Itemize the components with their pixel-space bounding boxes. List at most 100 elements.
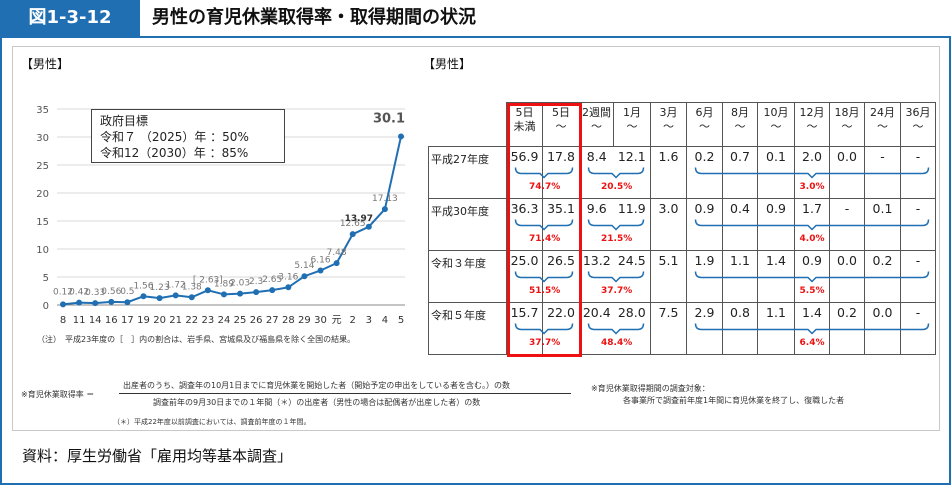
y-tick-label: 0	[43, 301, 49, 312]
y-tick-label: 20	[36, 189, 49, 200]
x-tick-label: 30	[314, 315, 327, 326]
row-label: 令和５年度	[428, 302, 507, 355]
formula-footnote: （＊）平成22年度以前調査においては、調査前年度の１年間。	[113, 418, 311, 426]
y-tick-label: 15	[36, 217, 49, 228]
data-label: 6.16	[311, 256, 331, 266]
table-cell: 1.1	[722, 250, 758, 303]
data-label: 2.65	[262, 275, 282, 285]
x-tick-label: 19	[137, 315, 150, 326]
table-section-label: 【男性】	[423, 57, 472, 71]
data-point	[365, 223, 372, 230]
data-point	[156, 295, 163, 302]
x-tick-label: 16	[105, 315, 118, 326]
data-label: 1.38	[182, 282, 202, 292]
y-tick-label: 5	[43, 273, 49, 284]
data-point	[349, 231, 356, 238]
fraction-line	[119, 393, 571, 394]
formula-label: ※育児休業取得率 ＝	[21, 390, 95, 399]
table-cell: 0.2	[864, 250, 901, 303]
table-row: 令和３年度 25.0 26.5 13.2 24.5 5.1 1.9 1.1 1.4 0.9 0.0 0…	[428, 250, 936, 303]
table-cell: 3.0	[650, 198, 687, 251]
group-sum-label: 48.4%	[601, 337, 633, 348]
formula-area: ※育児休業取得率 ＝ 出産者のうち、調査年の10月1日までに育児休業を開始した者…	[13, 373, 941, 433]
y-tick-label: 10	[36, 245, 49, 256]
table-cell: 0.2	[686, 146, 723, 199]
group-sum-label: 6.4%	[799, 337, 825, 348]
data-label: 30.1	[373, 111, 405, 126]
table-cell: 1.9	[686, 250, 723, 303]
group-sum-label: 4.0%	[799, 233, 825, 244]
x-tick-label: 20	[153, 315, 166, 326]
table-cell: 0.1	[864, 198, 901, 251]
data-point	[269, 287, 276, 294]
table-cell: 0.2	[829, 302, 865, 355]
data-label: 0.42	[69, 288, 89, 298]
x-tick-label: 元	[332, 315, 342, 326]
column-header: 10月 ～	[757, 102, 795, 147]
column-header: 24月 ～	[864, 102, 901, 147]
data-point	[333, 260, 340, 267]
group-sum-label: 20.5%	[601, 181, 633, 192]
data-point	[172, 292, 179, 299]
y-tick-label: 25	[36, 161, 49, 172]
table-cell: 0.8	[722, 302, 758, 355]
x-tick-label: 8	[60, 315, 66, 326]
x-tick-label: 2	[350, 315, 356, 326]
data-point	[204, 287, 211, 294]
duration-table: 5日 未満 5日 ～ 2週間 ～ 1月 ～ 3月 ～ 6月 ～ 8月 ～ 10月 ～ 12月 ～…	[428, 102, 936, 355]
table-cell: 0.0	[864, 302, 901, 355]
data-point	[140, 293, 147, 300]
table-cell: 0.4	[722, 198, 758, 251]
x-tick-label: 3	[366, 315, 372, 326]
table-cell: 7.5	[650, 302, 687, 355]
data-label: 1.72	[166, 280, 186, 290]
data-label: 1.23	[150, 283, 170, 293]
x-tick-label: 25	[234, 315, 247, 326]
survey-note-body: 各事業所で調査前年度1年間に育児休業を終了し、復職した者	[623, 396, 845, 405]
x-tick-label: 11	[73, 315, 86, 326]
y-tick-label: 30	[36, 133, 49, 144]
x-tick-label: 28	[282, 315, 295, 326]
data-label: 0.33	[85, 288, 105, 298]
data-point	[124, 299, 131, 306]
column-header: 2週間 ～	[579, 102, 614, 147]
table-cell: 0.9	[686, 198, 723, 251]
data-point	[301, 273, 308, 280]
corner-cell	[428, 102, 507, 147]
survey-note-title: ※育児休業取得期間の調査対象：	[591, 384, 710, 393]
data-point	[108, 298, 115, 305]
group-sum-label: 37.7%	[529, 337, 561, 348]
table-cell: 0.0	[829, 250, 865, 303]
goal-line-3: 令和12（2030）年 ：85%	[100, 146, 249, 160]
data-point	[253, 289, 260, 296]
table-cell: 1.4	[757, 250, 795, 303]
table-cell: -	[864, 146, 901, 199]
x-tick-label: 14	[89, 315, 102, 326]
data-label: [ 2.63]	[193, 275, 223, 285]
table-cell: -	[900, 250, 936, 303]
x-tick-label: 4	[382, 315, 388, 326]
column-header: 5日 未満	[506, 102, 543, 147]
goal-line-2: 令和７ （2025）年 ：50%	[100, 130, 249, 144]
table-cell: -	[900, 146, 936, 199]
data-label: 3.16	[278, 272, 298, 282]
x-tick-label: 26	[250, 315, 263, 326]
group-sum-label: 3.0%	[799, 181, 825, 192]
data-point	[60, 301, 66, 308]
data-point	[220, 291, 227, 298]
chart-section-label: 【男性】	[21, 57, 70, 71]
data-label: 7.48	[327, 248, 347, 258]
series-line	[62, 136, 402, 306]
group-sum-label: 71.4%	[529, 233, 561, 244]
column-header: 18月 ～	[829, 102, 865, 147]
source-note: 資料：厚生労働省「雇用均等基本調査」	[22, 447, 293, 465]
government-goal-box: 政府目標 令和７ （2025）年 ：50% 令和12（2030）年 ：85%	[91, 109, 285, 163]
figure-header: 図1-3-12 男性の育児休業取得率・取得期間の状況	[0, 0, 951, 38]
column-header: 12月 ～	[794, 102, 830, 147]
table-cell: 0.9	[757, 198, 795, 251]
data-point	[398, 133, 404, 140]
table-row: 令和５年度 15.7 22.0 20.4 28.0 7.5 2.9 0.8 1.1 1.4 0.2 0…	[428, 302, 936, 355]
table-cell: 1.1	[757, 302, 795, 355]
table-header-row: 5日 未満 5日 ～ 2週間 ～ 1月 ～ 3月 ～ 6月 ～ 8月 ～ 10月 ～ 12月 ～…	[428, 102, 936, 147]
